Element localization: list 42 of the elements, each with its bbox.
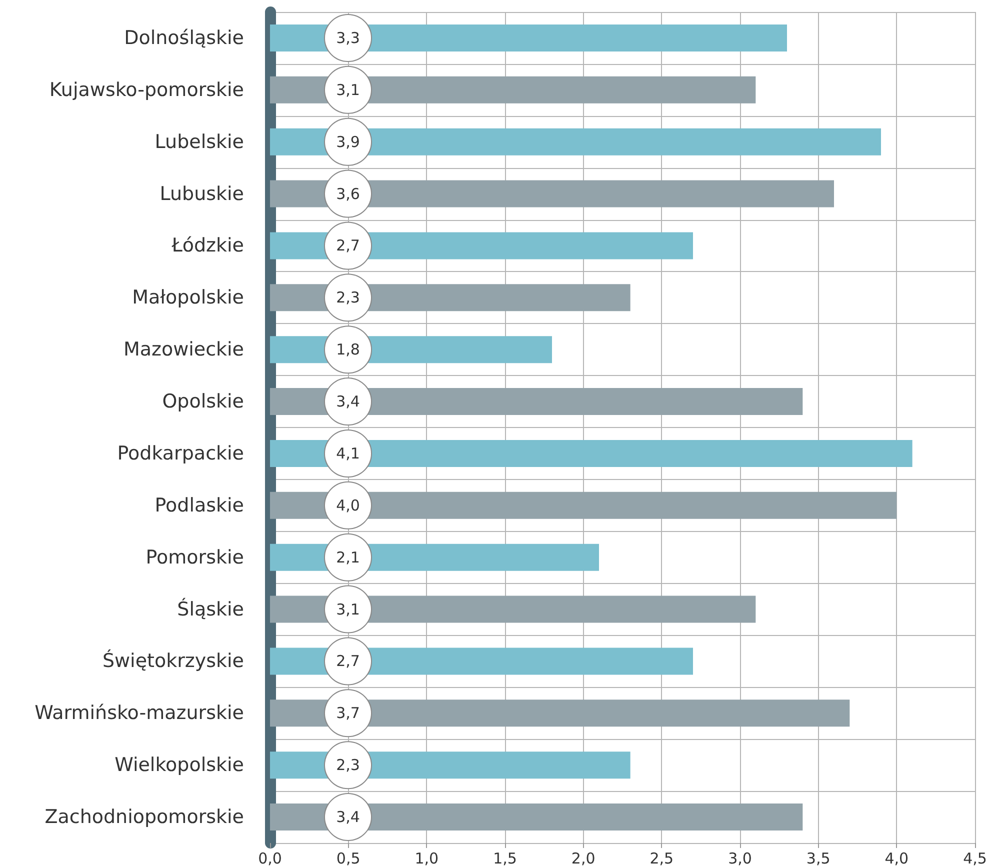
x-tick-label: 0,0 [258,850,282,868]
data-label: 3,9 [336,132,360,151]
y-tick-label: Wielkopolskie [114,754,244,776]
y-tick-label: Mazowieckie [123,338,244,361]
data-label: 2,1 [336,548,360,566]
data-label: 3,7 [336,704,360,722]
data-label: 3,1 [336,80,360,99]
data-label: 3,4 [336,392,360,411]
data-label: 3,3 [336,28,360,47]
data-label: 3,1 [336,600,360,618]
x-tick-label: 3,0 [728,850,752,868]
y-tick-label: Opolskie [162,390,244,413]
y-tick-label: Podlaskie [154,494,244,516]
data-label: 2,3 [336,288,360,307]
x-tick-label: 4,0 [884,850,909,868]
y-tick-label: Kujawsko-pomorskie [49,78,244,101]
y-tick-label: Lubelskie [154,130,244,153]
data-label: 3,6 [336,184,360,203]
x-tick-label: 1,0 [414,850,439,868]
y-tick-label: Śląskie [177,597,244,620]
y-tick-label: Warmińsko-mazurskie [34,702,244,724]
y-tick-label: Świętokrzyskie [102,649,244,672]
data-label: 4,1 [336,444,360,462]
x-tick-label: 4,5 [963,850,987,868]
y-tick-label: Łódzkie [170,234,244,257]
x-tick-label: 3,5 [806,850,830,868]
x-tick-label: 2,0 [571,850,596,868]
y-tick-label: Zachodniopomorskie [44,806,244,828]
data-label: 1,8 [336,340,360,359]
y-tick-label: Podkarpackie [117,442,244,464]
data-label: 3,4 [336,808,360,826]
y-tick-label: Pomorskie [146,546,244,568]
data-label: 2,7 [336,236,360,255]
data-label: 4,0 [336,496,360,514]
x-tick-label: 2,5 [650,850,674,868]
x-tick-label: 1,5 [493,850,517,868]
data-label: 2,3 [336,756,360,774]
y-tick-label: Lubuskie [160,182,244,205]
y-tick-label: Małopolskie [132,286,244,309]
data-label: 2,7 [336,652,360,670]
x-tick-label: 0,5 [336,850,360,868]
y-tick-label: Dolnośląskie [124,26,244,49]
